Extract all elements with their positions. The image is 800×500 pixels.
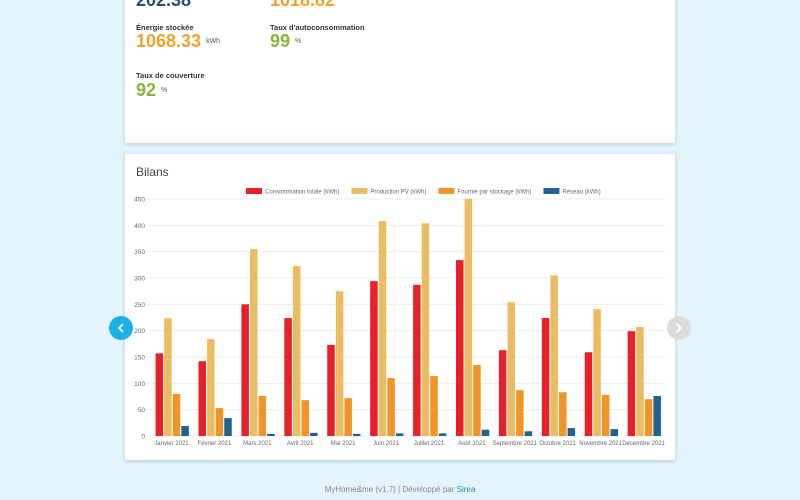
- stat-label: Taux de couverture: [136, 71, 205, 80]
- footer: MyHome&me (v1.7) | Développé par Sirea: [325, 485, 476, 494]
- bar: [584, 352, 593, 436]
- x-tick-label: Octobre 2021: [540, 441, 577, 447]
- bar: [241, 304, 249, 436]
- bar: [292, 265, 301, 436]
- y-tick-label: 200: [134, 328, 145, 335]
- y-tick-label: 400: [134, 223, 145, 230]
- bar: [301, 400, 310, 436]
- bar: [567, 428, 576, 436]
- bar: [593, 309, 601, 436]
- bar: [473, 364, 481, 436]
- x-tick-label: Août 2021: [458, 441, 486, 447]
- legend-label: Production PV (kWh): [370, 190, 426, 196]
- bar: [507, 302, 516, 436]
- y-tick-label: 300: [134, 276, 145, 283]
- x-tick-label: Avril 2021: [287, 441, 314, 447]
- y-tick-label: 0: [141, 434, 145, 441]
- bar: [164, 318, 172, 436]
- footer-link[interactable]: Sirea: [457, 485, 476, 494]
- bar: [516, 390, 524, 436]
- bar: [610, 429, 619, 436]
- y-tick-label: 350: [134, 249, 145, 256]
- bar: [344, 398, 352, 436]
- bar: [653, 395, 661, 436]
- bar: [395, 433, 404, 436]
- y-tick-label: 50: [138, 407, 146, 414]
- bar: [335, 291, 344, 436]
- bar: [464, 199, 473, 436]
- bar: [455, 260, 464, 436]
- bar: [387, 378, 395, 436]
- x-tick-label: Février 2021: [198, 441, 232, 447]
- legend-label: Fournie par stockage (kWh): [457, 190, 531, 196]
- bar: [224, 418, 232, 436]
- next-button[interactable]: [667, 316, 691, 340]
- bar: [601, 394, 610, 436]
- legend-label: Consommation totale (kWh): [265, 190, 339, 196]
- bar: [627, 331, 636, 436]
- stat-value: 1068.33: [136, 31, 201, 51]
- next-icon: [676, 323, 683, 333]
- stat-unit: %: [161, 87, 167, 94]
- legend-swatch: [246, 188, 262, 194]
- footer-text: MyHome&me (v1.7) | Développé par: [325, 485, 457, 494]
- legend-swatch: [351, 188, 368, 194]
- bar: [258, 395, 267, 436]
- y-tick-label: 100: [134, 381, 145, 388]
- bar: [550, 275, 558, 436]
- legend-swatch: [543, 188, 560, 194]
- bar: [498, 350, 507, 436]
- bar: [644, 399, 653, 436]
- bar: [198, 361, 207, 436]
- bar: [636, 326, 644, 436]
- bar: [438, 433, 447, 436]
- bar: [524, 431, 533, 436]
- bar: [378, 221, 387, 436]
- bar: [284, 318, 292, 436]
- bar: [558, 392, 567, 436]
- bar: [430, 375, 438, 436]
- stat-value: 1018.82: [270, 0, 335, 10]
- bar: [352, 433, 361, 436]
- bar: [370, 281, 378, 436]
- bar: [327, 344, 335, 436]
- legend-label: Réseau (kWh): [562, 190, 600, 196]
- x-tick-label: Novembre 2021: [579, 441, 622, 447]
- x-tick-label: Décembre 2021: [622, 441, 665, 447]
- x-tick-label: Mars 2021: [243, 441, 272, 447]
- legend-swatch: [438, 188, 455, 194]
- stat-label: Taux d'autoconsommation: [270, 23, 365, 32]
- stat-label: Énergie stockée: [136, 23, 194, 32]
- bar: [207, 339, 215, 436]
- x-tick-label: Juin 2021: [373, 441, 400, 447]
- stats-card: [125, 0, 675, 143]
- stat-unit: %: [295, 38, 301, 45]
- stat-value: 99: [270, 31, 290, 51]
- prev-icon: [117, 323, 124, 333]
- bar: [541, 318, 550, 436]
- x-tick-label: Juillet 2021: [414, 441, 445, 447]
- bar: [155, 353, 164, 436]
- bar: [249, 249, 258, 436]
- stat-value: 202.38: [136, 0, 191, 10]
- prev-button[interactable]: [109, 316, 133, 340]
- bar: [172, 393, 181, 436]
- y-tick-label: 450: [134, 197, 145, 204]
- bar: [267, 433, 275, 436]
- x-tick-label: Mai 2021: [331, 441, 356, 447]
- bar: [181, 425, 189, 436]
- bar: [215, 408, 224, 436]
- stat-value: 92: [136, 80, 156, 100]
- stat-unit: kWh: [206, 38, 220, 45]
- x-tick-label: Janvier 2021: [154, 441, 189, 447]
- bar: [310, 432, 318, 436]
- bar: [481, 429, 490, 436]
- bar: [413, 284, 421, 436]
- y-tick-label: 250: [134, 302, 145, 309]
- chart-title: Bilans: [136, 165, 169, 179]
- y-tick-label: 150: [134, 355, 145, 362]
- bar: [421, 223, 430, 436]
- x-tick-label: Septembre 2021: [493, 441, 538, 447]
